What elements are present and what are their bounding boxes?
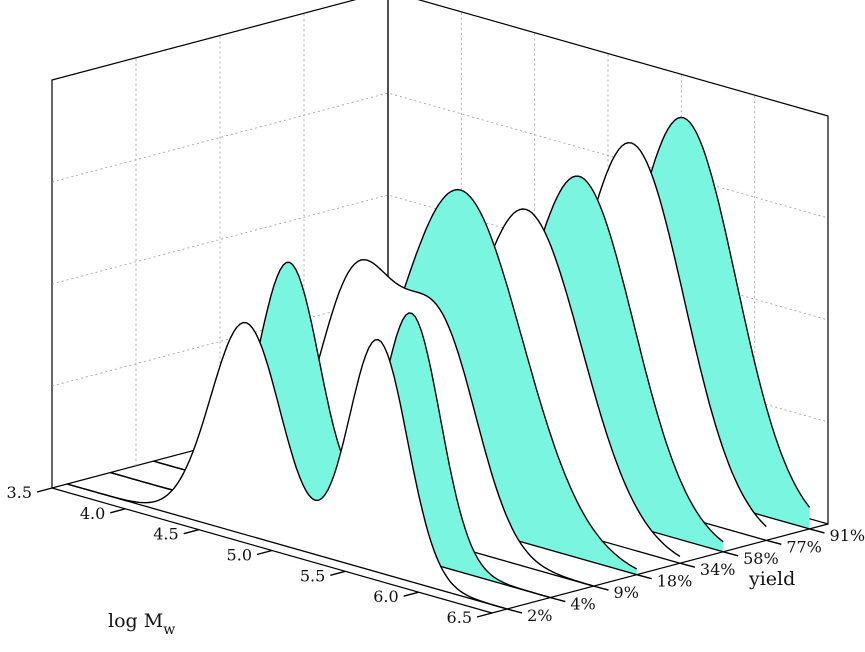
series-2pct [66,321,508,610]
chart-walls [51,0,829,614]
x-tick [403,591,419,597]
yield-tick-label: 34% [700,560,736,579]
x-tick [330,570,346,577]
x-tick-label: 4.5 [153,525,178,544]
yield-tick [679,562,696,568]
series-baseline [66,483,508,610]
x-tick-label: 4.0 [80,504,105,523]
x-tick-label: 6.5 [447,608,472,627]
yield-tick [722,551,739,557]
y-axis: 2% 4% 9% 18% 34% 58% 77% 91% [506,526,865,625]
series-group [66,116,811,610]
yield-tick-label: 58% [743,549,779,568]
series-area [110,262,551,598]
x-tick-label: 5.0 [227,546,252,565]
x-tick-label: 6.0 [373,587,398,606]
x-axis: 3.5 4.0 4.5 5.0 5.5 6.0 6.5 [7,483,493,627]
series-area [67,322,508,609]
x-tick [110,508,126,514]
x-tick [36,487,53,493]
yield-tick [550,596,566,603]
wall-grid-h [51,296,829,423]
series-line [66,321,508,610]
yield-tick [506,608,523,614]
yield-tick [636,573,652,580]
yield-tick-label: 18% [657,572,693,591]
x-tick [476,612,493,618]
wall-grid-h [51,194,829,321]
x-tick-label: 5.5 [300,566,325,585]
x-tick [183,528,199,535]
yield-tick [809,528,825,534]
yield-tick [766,539,782,546]
yield-tick-label: 2% [527,606,552,625]
wall-grid-h [51,92,829,219]
x-tick [256,549,273,556]
yield-tick [593,585,609,591]
yield-tick-label: 9% [614,583,639,602]
yield-tick-label: 91% [830,526,865,545]
y-axis-title: yield [748,568,795,590]
yield-tick-label: 4% [570,595,595,614]
floor-right-edge [491,523,829,614]
x-axis-title: log Mw [108,610,175,638]
x-tick-label: 3.5 [7,483,32,502]
yield-tick-label: 77% [786,537,822,556]
